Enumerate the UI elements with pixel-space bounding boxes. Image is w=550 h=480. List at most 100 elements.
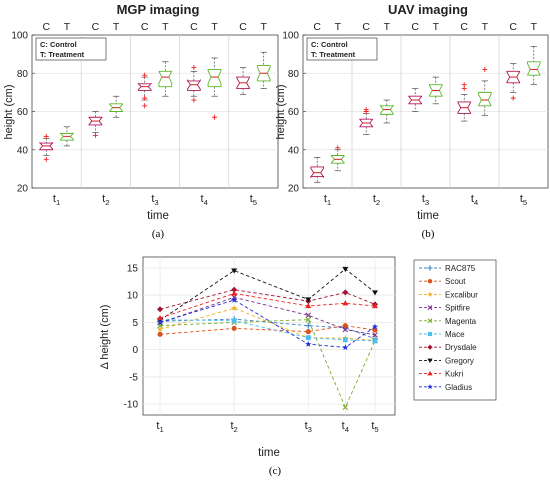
legend-marker bbox=[427, 278, 433, 284]
data-point bbox=[305, 335, 311, 341]
data-point bbox=[342, 326, 349, 333]
group-label-treatment: T bbox=[482, 21, 489, 33]
box-T-t5 bbox=[256, 51, 271, 89]
legend-marker bbox=[427, 291, 433, 297]
y-tick-label: 40 bbox=[288, 145, 300, 156]
box-C-t1 bbox=[310, 157, 325, 183]
y-tick-labels: 20 40 60 80 100 bbox=[282, 31, 299, 195]
series-line bbox=[159, 296, 376, 336]
data-point bbox=[372, 332, 378, 338]
y-tick-label: 10 bbox=[127, 291, 139, 302]
box-T-t3 bbox=[428, 76, 443, 105]
box-T-t1 bbox=[60, 126, 74, 147]
x-tick-label: t2 bbox=[230, 420, 237, 434]
y-tick-label: 20 bbox=[288, 184, 300, 195]
y-tick-label: -5 bbox=[129, 372, 138, 383]
group-label-treatment: T bbox=[433, 21, 440, 33]
panel-label: (b) bbox=[422, 228, 435, 240]
outlier-marker bbox=[510, 95, 516, 101]
legend: RAC875 Scout Excalibur Spitfire Magenta Mace D… bbox=[413, 259, 497, 401]
data-point bbox=[231, 268, 238, 274]
data-point bbox=[157, 306, 164, 313]
outlier-marker bbox=[142, 72, 148, 78]
legend-marker bbox=[427, 344, 433, 350]
x-tick-labels: t1 t2 t3 t4 t5 bbox=[53, 193, 257, 207]
group-label-control: C bbox=[141, 21, 149, 33]
chart-title: UAV imaging bbox=[388, 2, 468, 17]
legend-label: Gregory bbox=[445, 356, 474, 365]
box-body bbox=[526, 61, 541, 76]
box-T-t4 bbox=[207, 57, 222, 120]
group-label-control: C bbox=[239, 21, 247, 33]
data-point bbox=[371, 303, 378, 309]
panel-label: (a) bbox=[152, 228, 165, 240]
boxes bbox=[39, 51, 271, 162]
legend-item: Excalibur bbox=[419, 290, 478, 299]
panel-label: (c) bbox=[269, 465, 282, 477]
legend-item: Gregory bbox=[419, 356, 474, 365]
outlier-marker bbox=[212, 114, 218, 120]
outlier-marker bbox=[142, 95, 148, 101]
legend-item: Drysdale bbox=[419, 343, 477, 352]
legend-marker bbox=[427, 358, 433, 363]
data-point bbox=[342, 266, 349, 272]
group-label-treatment: T bbox=[335, 21, 342, 33]
x-tick-label: t2 bbox=[373, 193, 380, 207]
series-kukri bbox=[157, 290, 378, 321]
box-T-t2 bbox=[109, 95, 123, 118]
x-tick-labels: t1 t2 t3 t4 t5 bbox=[156, 420, 378, 434]
box-C-t3 bbox=[137, 72, 152, 109]
x-tick-label: t1 bbox=[53, 193, 60, 207]
group-label-treatment: T bbox=[384, 21, 391, 33]
data-point bbox=[231, 325, 237, 331]
box-T-t4 bbox=[477, 66, 492, 116]
legend-item: Gladius bbox=[419, 383, 472, 392]
box-C-t5 bbox=[236, 67, 250, 95]
box-C-t4 bbox=[457, 82, 472, 122]
legend-item: Scout bbox=[419, 277, 466, 286]
outlier-marker bbox=[461, 82, 467, 88]
box-body bbox=[310, 166, 325, 179]
data-point bbox=[156, 319, 164, 326]
outlier-marker bbox=[482, 66, 488, 72]
y-tick-labels: -10 -5 0 5 10 15 bbox=[124, 263, 139, 410]
boxes bbox=[310, 46, 541, 183]
data-point bbox=[371, 323, 379, 330]
chart-title: MGP imaging bbox=[117, 2, 200, 17]
series-gladius bbox=[156, 296, 379, 351]
data-point bbox=[342, 344, 349, 351]
data-point bbox=[342, 404, 349, 411]
y-tick-label: 100 bbox=[11, 31, 28, 42]
x-tick-label: t4 bbox=[201, 193, 209, 207]
group-label-control: C bbox=[509, 21, 517, 33]
legend-label: Spitfire bbox=[445, 304, 470, 313]
x-axis-label: time bbox=[417, 210, 439, 222]
y-tick-label: -10 bbox=[124, 400, 139, 411]
data-point bbox=[231, 304, 238, 311]
data-point bbox=[305, 322, 312, 329]
group-label-treatment: T bbox=[162, 21, 169, 33]
y-axis-label: height (cm) bbox=[275, 84, 287, 139]
legend-box: C: Control T: Treatment bbox=[306, 37, 378, 61]
data-point bbox=[342, 289, 349, 296]
grid bbox=[32, 34, 278, 189]
data-point bbox=[371, 290, 378, 296]
data-point bbox=[157, 315, 164, 321]
y-tick-label: 80 bbox=[17, 69, 29, 80]
box-C-t1 bbox=[39, 133, 54, 162]
x-tick-label: t1 bbox=[156, 420, 163, 434]
data-point bbox=[342, 300, 349, 306]
x-axis-label: time bbox=[147, 210, 169, 222]
group-label-treatment: T bbox=[531, 21, 538, 33]
legend-marker bbox=[427, 331, 433, 337]
box-T-t3 bbox=[158, 61, 173, 97]
x-tick-label: t3 bbox=[422, 193, 429, 207]
data-point bbox=[305, 316, 312, 323]
y-tick-label: 60 bbox=[17, 107, 29, 118]
legend-marker bbox=[427, 371, 433, 376]
box-body bbox=[187, 78, 201, 91]
box-T-t1 bbox=[330, 145, 345, 172]
box-C-t2 bbox=[88, 111, 103, 138]
